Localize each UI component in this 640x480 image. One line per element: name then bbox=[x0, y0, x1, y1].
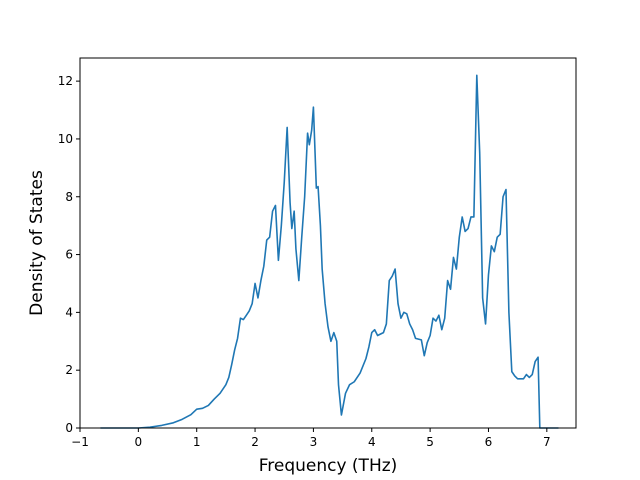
plot-area bbox=[100, 74, 559, 429]
x-tick-label: 2 bbox=[251, 435, 259, 449]
x-tick-label: 6 bbox=[485, 435, 493, 449]
series-line-0 bbox=[100, 74, 559, 429]
y-tick-label: 0 bbox=[65, 421, 73, 435]
y-tick-label: 6 bbox=[65, 248, 73, 262]
x-tick-label: 1 bbox=[193, 435, 201, 449]
x-tick-label: −1 bbox=[71, 435, 89, 449]
x-tick-label: 7 bbox=[543, 435, 551, 449]
y-axis-label: Density of States bbox=[27, 170, 47, 316]
y-tick-label: 10 bbox=[58, 132, 73, 146]
plot-frame bbox=[79, 57, 577, 429]
x-tick-label: 4 bbox=[368, 435, 376, 449]
x-axis-label: Frequency (THz) bbox=[259, 456, 398, 476]
x-tick-label: 3 bbox=[310, 435, 318, 449]
x-axis: −1 0 1 2 3 4 5 6 7 bbox=[71, 428, 551, 449]
y-tick-label: 2 bbox=[65, 363, 73, 377]
y-tick-label: 4 bbox=[65, 305, 73, 319]
x-tick-label: 5 bbox=[426, 435, 434, 449]
y-axis: 0 2 4 6 8 10 12 bbox=[58, 74, 80, 435]
x-tick-label: 0 bbox=[135, 435, 143, 449]
y-tick-label: 8 bbox=[65, 190, 73, 204]
y-tick-label: 12 bbox=[58, 74, 73, 88]
